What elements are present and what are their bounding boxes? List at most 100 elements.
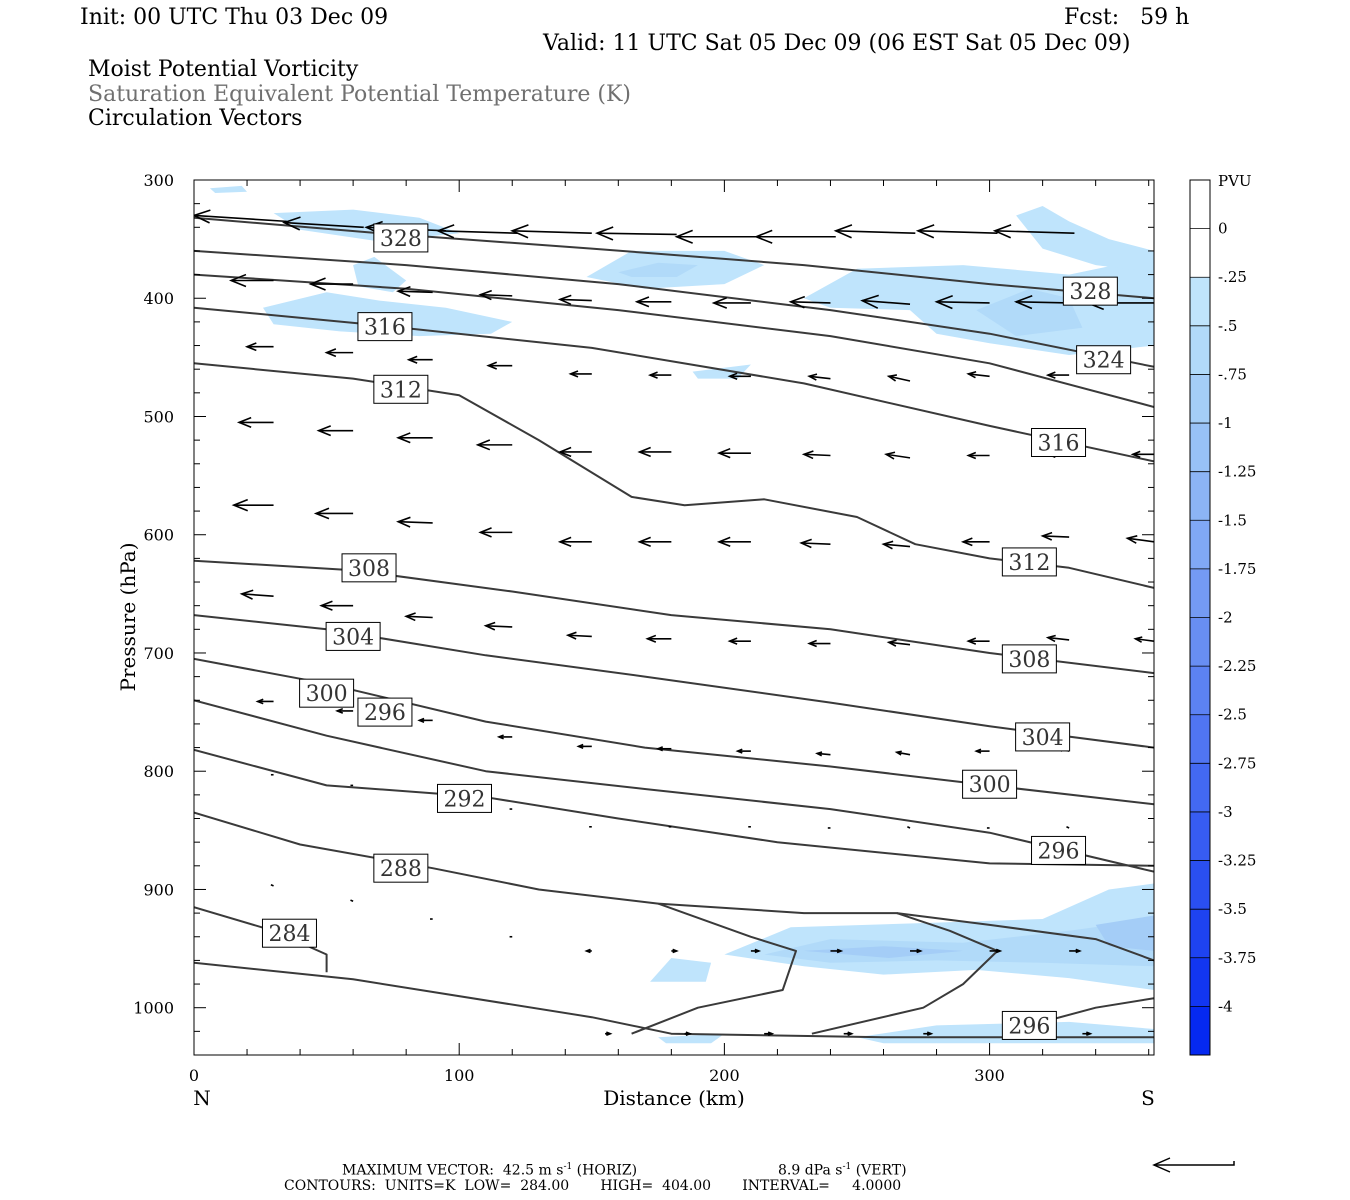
vector-head [576,743,584,749]
max-vector-horiz-exp: -1 [563,1162,573,1172]
contour-label-308: 308 [341,553,397,583]
max-vector-vert-exp: -1 [842,1162,852,1172]
circulation-vector [244,342,274,352]
contour-label-text: 300 [969,773,1011,798]
circulation-vector [711,297,751,309]
circulation-vector [833,224,916,239]
circulation-vector [807,373,831,381]
colorbar-swatch [1190,471,1210,521]
circulation-vector [255,698,274,705]
vector-shaft [485,624,513,628]
circulation-vector [350,899,354,903]
circulation-vector [915,224,998,239]
vector-head [754,948,762,954]
circulation-vector [684,1031,693,1037]
vector-head [716,447,731,459]
contour-label-text: 316 [364,316,406,341]
vector-head [966,451,977,460]
circulation-vector [584,948,592,954]
circulation-vector [270,883,274,887]
circulation-vector [727,372,751,380]
circulation-vector [716,536,751,548]
circulation-vector [960,537,990,547]
colorbar-tick-label: -3.5 [1218,900,1247,918]
vector-shaft [936,300,990,304]
circulation-vector [894,750,911,756]
contour-label-text: 308 [348,557,390,582]
vector-shaft [406,615,433,619]
pv-region-10 [724,883,1154,990]
vector-head [727,637,738,645]
vector-head [316,425,332,437]
circulation-vector [568,370,592,378]
circulation-vector [478,527,513,538]
vector-shaft [803,453,831,457]
vector-head [483,621,496,631]
max-vector-line: MAXIMUM VECTOR: 42.5 m s-1 (HORIZ) [342,1159,637,1179]
vector-shaft [398,290,433,294]
contour-label-box [1062,276,1118,306]
circulation-vector [417,717,433,723]
valid-time: Valid: 11 UTC Sat 05 Dec 09 (06 EST Sat … [543,31,1131,56]
circulation-vector [801,450,831,460]
vector-head [884,451,896,460]
contour-label-300: 300 [962,769,1018,799]
circulation-vector [396,285,433,298]
theta-es-contour-296-12 [631,902,797,1035]
colorbar-units: PVU [1218,172,1252,190]
contour-label-box [373,223,429,253]
circulation-vector [1125,535,1154,544]
vector-head [1045,634,1056,643]
vector-head [486,361,498,370]
circulation-vector [645,634,672,643]
circulation-vector [1045,634,1070,643]
pv-region-13 [1095,915,1154,951]
vector-head [236,416,252,428]
circulation-vector [923,1031,934,1037]
vector-head [634,296,650,308]
vector-head [244,342,257,352]
vector-shaft [437,230,518,235]
contour-label-text: 304 [332,625,374,650]
contour-label-300: 300 [299,678,355,708]
contour-label-312: 312 [1001,547,1057,577]
vector-head [966,637,977,645]
vector-head [637,446,651,458]
circulation-vector [1130,450,1154,459]
circulation-vector [830,948,844,954]
circulation-vector [934,294,990,310]
vector-shaft [1127,537,1154,543]
vector-head [1075,948,1082,954]
circulation-vector [335,707,354,714]
vector-shaft [480,293,513,297]
contour-label-316: 316 [1031,428,1087,457]
x-tick-label: 300 [974,1066,1005,1085]
contour-label-box [1001,644,1057,674]
colorbar-swatch [1190,860,1210,910]
contour-label-text: 304 [1022,726,1064,751]
circulation-vector [565,631,592,640]
circulation-vector [647,371,672,379]
circulation-vector [886,374,911,382]
circulation-vector [313,507,354,520]
circulation-vector [308,277,354,291]
circulation-vector [1069,948,1082,954]
vector-head [788,295,806,309]
circulation-vector [1040,531,1070,541]
contour-label-text: 316 [1038,432,1080,457]
contour-label-box [261,918,317,948]
vector-head [711,297,728,309]
pv-region-14 [650,958,712,982]
circulation-vector [557,294,592,306]
max-vector-horiz: 42.5 m s [502,1162,564,1179]
vector-shaft [270,883,274,887]
contour-label-text: 284 [268,922,310,947]
vector-head [417,717,425,723]
vector-shaft [886,453,911,459]
circulation-vector [435,224,518,239]
contour-label-296: 296 [1001,1010,1057,1040]
contour-label-292: 292 [436,783,492,813]
circulation-vector [966,637,990,645]
theta-es-contour-320-2 [194,273,1154,408]
circulation-vector [815,751,831,757]
